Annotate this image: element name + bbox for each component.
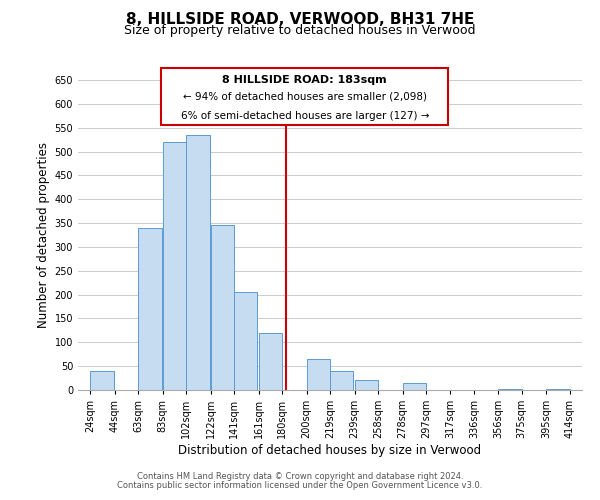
Bar <box>307 359 330 390</box>
Bar <box>330 371 353 390</box>
Bar <box>90 371 113 390</box>
Bar <box>234 292 257 390</box>
X-axis label: Distribution of detached houses by size in Verwood: Distribution of detached houses by size … <box>178 444 482 457</box>
Bar <box>186 135 209 390</box>
Bar <box>499 388 522 390</box>
Bar <box>355 380 378 390</box>
Bar <box>259 333 282 390</box>
Text: Contains public sector information licensed under the Open Government Licence v3: Contains public sector information licen… <box>118 481 482 490</box>
Text: ← 94% of detached houses are smaller (2,098): ← 94% of detached houses are smaller (2,… <box>183 92 427 102</box>
Bar <box>138 228 161 390</box>
Text: Size of property relative to detached houses in Verwood: Size of property relative to detached ho… <box>124 24 476 37</box>
Text: Contains HM Land Registry data © Crown copyright and database right 2024.: Contains HM Land Registry data © Crown c… <box>137 472 463 481</box>
Text: 8, HILLSIDE ROAD, VERWOOD, BH31 7HE: 8, HILLSIDE ROAD, VERWOOD, BH31 7HE <box>126 12 474 28</box>
Text: 8 HILLSIDE ROAD: 183sqm: 8 HILLSIDE ROAD: 183sqm <box>223 75 387 85</box>
Text: 6% of semi-detached houses are larger (127) →: 6% of semi-detached houses are larger (1… <box>181 110 429 120</box>
Y-axis label: Number of detached properties: Number of detached properties <box>37 142 50 328</box>
Bar <box>547 388 570 390</box>
Bar <box>211 226 234 390</box>
FancyBboxPatch shape <box>161 68 448 125</box>
Bar <box>403 383 426 390</box>
Bar <box>163 142 186 390</box>
